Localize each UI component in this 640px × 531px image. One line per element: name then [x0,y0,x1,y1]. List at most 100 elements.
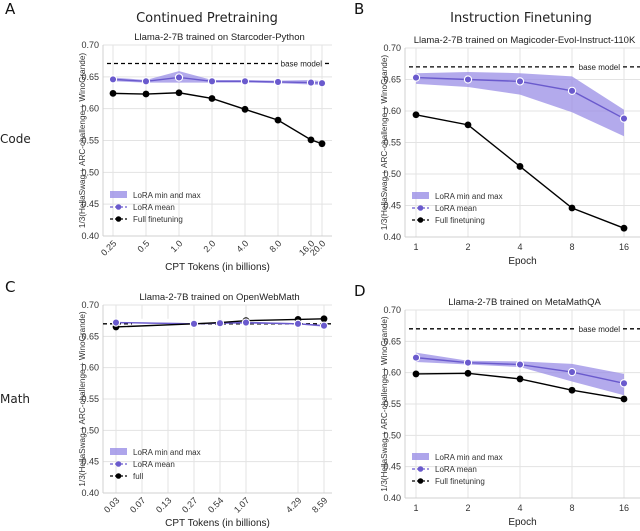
full-finetuning-point [620,395,628,403]
y-tick-label: 0.55 [383,399,401,409]
y-tick-label: 0.55 [81,394,99,404]
x-tick-label: 1.0 [168,238,184,254]
row-label-math: Math [0,392,30,406]
lora-mean-point [273,77,283,87]
lora-mean-point [240,77,250,86]
x-tick-label: 0.54 [206,495,225,514]
full-finetuning-line [112,92,323,145]
lora-mean-point [111,318,121,327]
legend-label-full: Full finetuning [435,477,485,486]
legend-swatch-band [110,191,127,198]
lora-mean-point [189,319,199,328]
legend-label-lora: LoRA mean [133,460,175,469]
lora-mean-point [411,73,421,82]
y-tick-label: 0.55 [383,138,401,148]
y-tick-label: 0.70 [81,40,99,50]
legend-label-band: LoRA min and max [133,191,201,200]
x-tick-label: 4 [517,503,522,513]
lora-mean-point [319,321,329,330]
full-finetuning-point [175,89,183,97]
y-tick-label: 0.70 [81,300,99,310]
full-finetuning-point [241,105,249,113]
panel-letter-b: B [354,0,364,18]
y-tick-label: 0.45 [81,199,99,209]
lora-mean-point [515,77,525,86]
legend-swatch-lora-marker [115,461,122,467]
column-title-pretraining: Continued Pretraining [136,11,278,26]
legend-label-lora: LoRA mean [435,465,477,474]
full-finetuning-point [208,95,216,102]
column-title-finetuning: Instruction Finetuning [450,11,592,26]
y-axis-label: 1/3(HellaSwag + ARC-challenge + WinoGran… [380,55,389,230]
full-finetuning-point [412,111,420,119]
lora-mean-point [463,358,473,367]
legend-label-lora: LoRA mean [435,204,477,213]
x-axis-label: CPT Tokens (in billions) [165,518,270,529]
x-tick-label: 8.0 [267,238,283,254]
legend-swatch-full-marker [115,473,122,479]
lora-mean-point [317,79,327,88]
full-finetuning-point [568,386,576,394]
x-tick-label: 0.27 [180,495,199,514]
panel-letter-c: C [5,278,15,296]
row-label-code: Code [0,132,31,146]
legend-label-band: LoRA min and max [133,448,201,457]
y-tick-label: 0.40 [383,493,401,503]
y-tick-label: 0.65 [383,75,401,85]
lora-mean-point [567,86,577,95]
legend-swatch-band [412,192,429,199]
lora-mean-point [619,379,629,388]
legend-label-full: full [133,472,143,481]
x-tick-label: 1 [413,503,418,513]
chart-title: Llama-2-7B trained on MetaMathQA [448,297,601,308]
full-finetuning-line [115,318,325,328]
panel-c: 0.40 0.45 0.50 0.55 0.60 0.65 0.70 0.03 0.07 0.13… [78,292,332,529]
lora-mean-point [108,75,118,84]
full-finetuning-point [109,89,117,97]
x-tick-label: 2.0 [201,238,217,254]
legend-label-band: LoRA min and max [435,453,503,462]
panel-letter-d: D [354,282,366,300]
legend-label-band: LoRA min and max [435,192,503,201]
y-tick-label: 0.45 [383,201,401,211]
legend-swatch-full-marker [417,217,424,223]
full-finetuning-point [516,163,524,170]
y-tick-label: 0.65 [81,331,99,341]
lora-mean-point [411,353,421,362]
full-finetuning-point [568,204,576,212]
y-axis-label: 1/3(HellaSwag + ARC-challenge + WinoGran… [380,316,389,491]
lora-mean-point [463,75,473,84]
chart-title: Llama-2-7B trained on Magicoder-Evol-Ins… [414,35,636,46]
y-tick-label: 0.60 [383,368,401,378]
x-tick-label: 2 [465,242,470,252]
baseline-label: base model [281,59,323,68]
legend-swatch-lora-marker [115,204,122,210]
x-axis-label: Epoch [508,256,536,267]
legend-swatch-band [412,453,429,460]
x-tick-label: 1 [413,242,418,252]
lora-mean-point [174,73,184,82]
lora-mean-point [215,319,225,328]
x-tick-label: 0.13 [154,495,173,514]
full-finetuning-point [464,121,472,129]
x-tick-label: 2 [465,503,470,513]
y-tick-label: 0.50 [383,169,401,179]
x-tick-label: 8 [569,503,574,513]
legend-swatch-full-marker [417,478,424,484]
y-axis-label: 1/3(HellaSwag + ARC-challenge + WinoGran… [78,311,87,486]
full-finetuning-point [142,90,150,98]
legend-swatch-lora-marker [417,205,424,211]
x-tick-label: 0.5 [135,238,151,254]
legend-label-lora: LoRA mean [133,203,175,212]
y-tick-label: 0.50 [81,167,99,177]
y-tick-label: 0.65 [81,72,99,82]
y-axis-label: 1/3(HellaSwag + ARC-challenge + WinoGran… [78,53,87,228]
lora-mean-point [306,78,316,87]
panel-letter-a: A [5,0,16,18]
chart-title: Llama-2-7B trained on Starcoder-Python [134,32,305,43]
lora-mean-point [567,367,577,377]
lora-mean-point [293,319,303,328]
legend-swatch-band [110,448,127,455]
x-axis-label: CPT Tokens (in billions) [165,262,270,273]
x-tick-label: 16 [619,503,629,513]
